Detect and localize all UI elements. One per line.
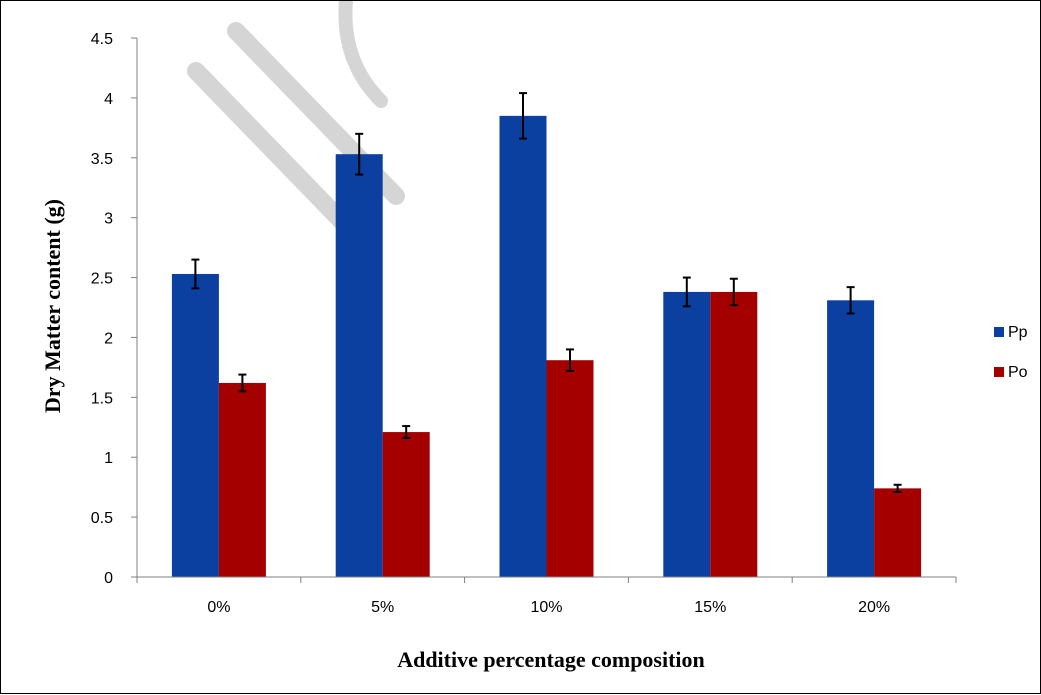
y-axis-ticks: 0 0.5 1 1.5 2 2.5 3 3.5 4 4.5 bbox=[91, 31, 137, 587]
bar-pp-10pct bbox=[499, 115, 547, 577]
y-tick-label: 4.5 bbox=[91, 31, 113, 48]
legend-label-pp: Pp bbox=[1008, 324, 1028, 341]
bar-pp-5pct bbox=[335, 154, 383, 577]
y-tick-label: 1 bbox=[104, 450, 113, 467]
y-tick-label: 0 bbox=[104, 570, 113, 587]
x-axis-ticks: 0% 5% 10% 15% 20% bbox=[136, 577, 957, 616]
error-bar bbox=[846, 286, 855, 315]
error-bar bbox=[893, 483, 902, 493]
bar-po-20pct bbox=[874, 488, 922, 577]
axes-layer bbox=[136, 38, 956, 578]
y-tick-label: 3 bbox=[104, 211, 113, 228]
x-tick-label: 15% bbox=[694, 599, 726, 616]
y-axis-title: Dry Matter content (g) bbox=[40, 199, 65, 413]
error-bar bbox=[566, 348, 574, 372]
bar-po-0pct bbox=[218, 382, 266, 577]
error-bar bbox=[519, 92, 527, 140]
error-bar bbox=[238, 373, 247, 393]
x-tick-label: 0% bbox=[207, 599, 230, 616]
bar-po-15pct bbox=[710, 291, 758, 577]
x-tick-label: 20% bbox=[858, 599, 890, 616]
x-axis-title: Additive percentage composition bbox=[397, 647, 705, 672]
bar-pp-15pct bbox=[663, 291, 711, 577]
bar-po-10pct bbox=[546, 360, 594, 577]
legend: Pp Po bbox=[994, 324, 1028, 381]
error-bar bbox=[682, 276, 691, 308]
error-bar bbox=[355, 132, 364, 176]
bar-pp-20pct bbox=[827, 300, 875, 577]
bars-layer bbox=[171, 92, 922, 577]
legend-label-po: Po bbox=[1008, 364, 1028, 381]
y-tick-label: 0.5 bbox=[91, 510, 113, 527]
y-tick-label: 2.5 bbox=[91, 271, 113, 288]
x-tick-label: 5% bbox=[371, 599, 394, 616]
error-bar bbox=[402, 425, 411, 440]
error-bar bbox=[729, 277, 738, 307]
legend-swatch-pp bbox=[994, 327, 1004, 337]
legend-swatch-po bbox=[994, 367, 1004, 377]
y-tick-label: 2 bbox=[104, 330, 113, 347]
y-tick-label: 1.5 bbox=[91, 390, 113, 407]
error-bar bbox=[191, 258, 200, 290]
y-tick-label: 4 bbox=[104, 91, 113, 108]
x-tick-label: 10% bbox=[530, 599, 562, 616]
y-tick-label: 3.5 bbox=[91, 151, 113, 168]
bar-po-5pct bbox=[382, 432, 430, 577]
bar-pp-0pct bbox=[171, 273, 219, 577]
